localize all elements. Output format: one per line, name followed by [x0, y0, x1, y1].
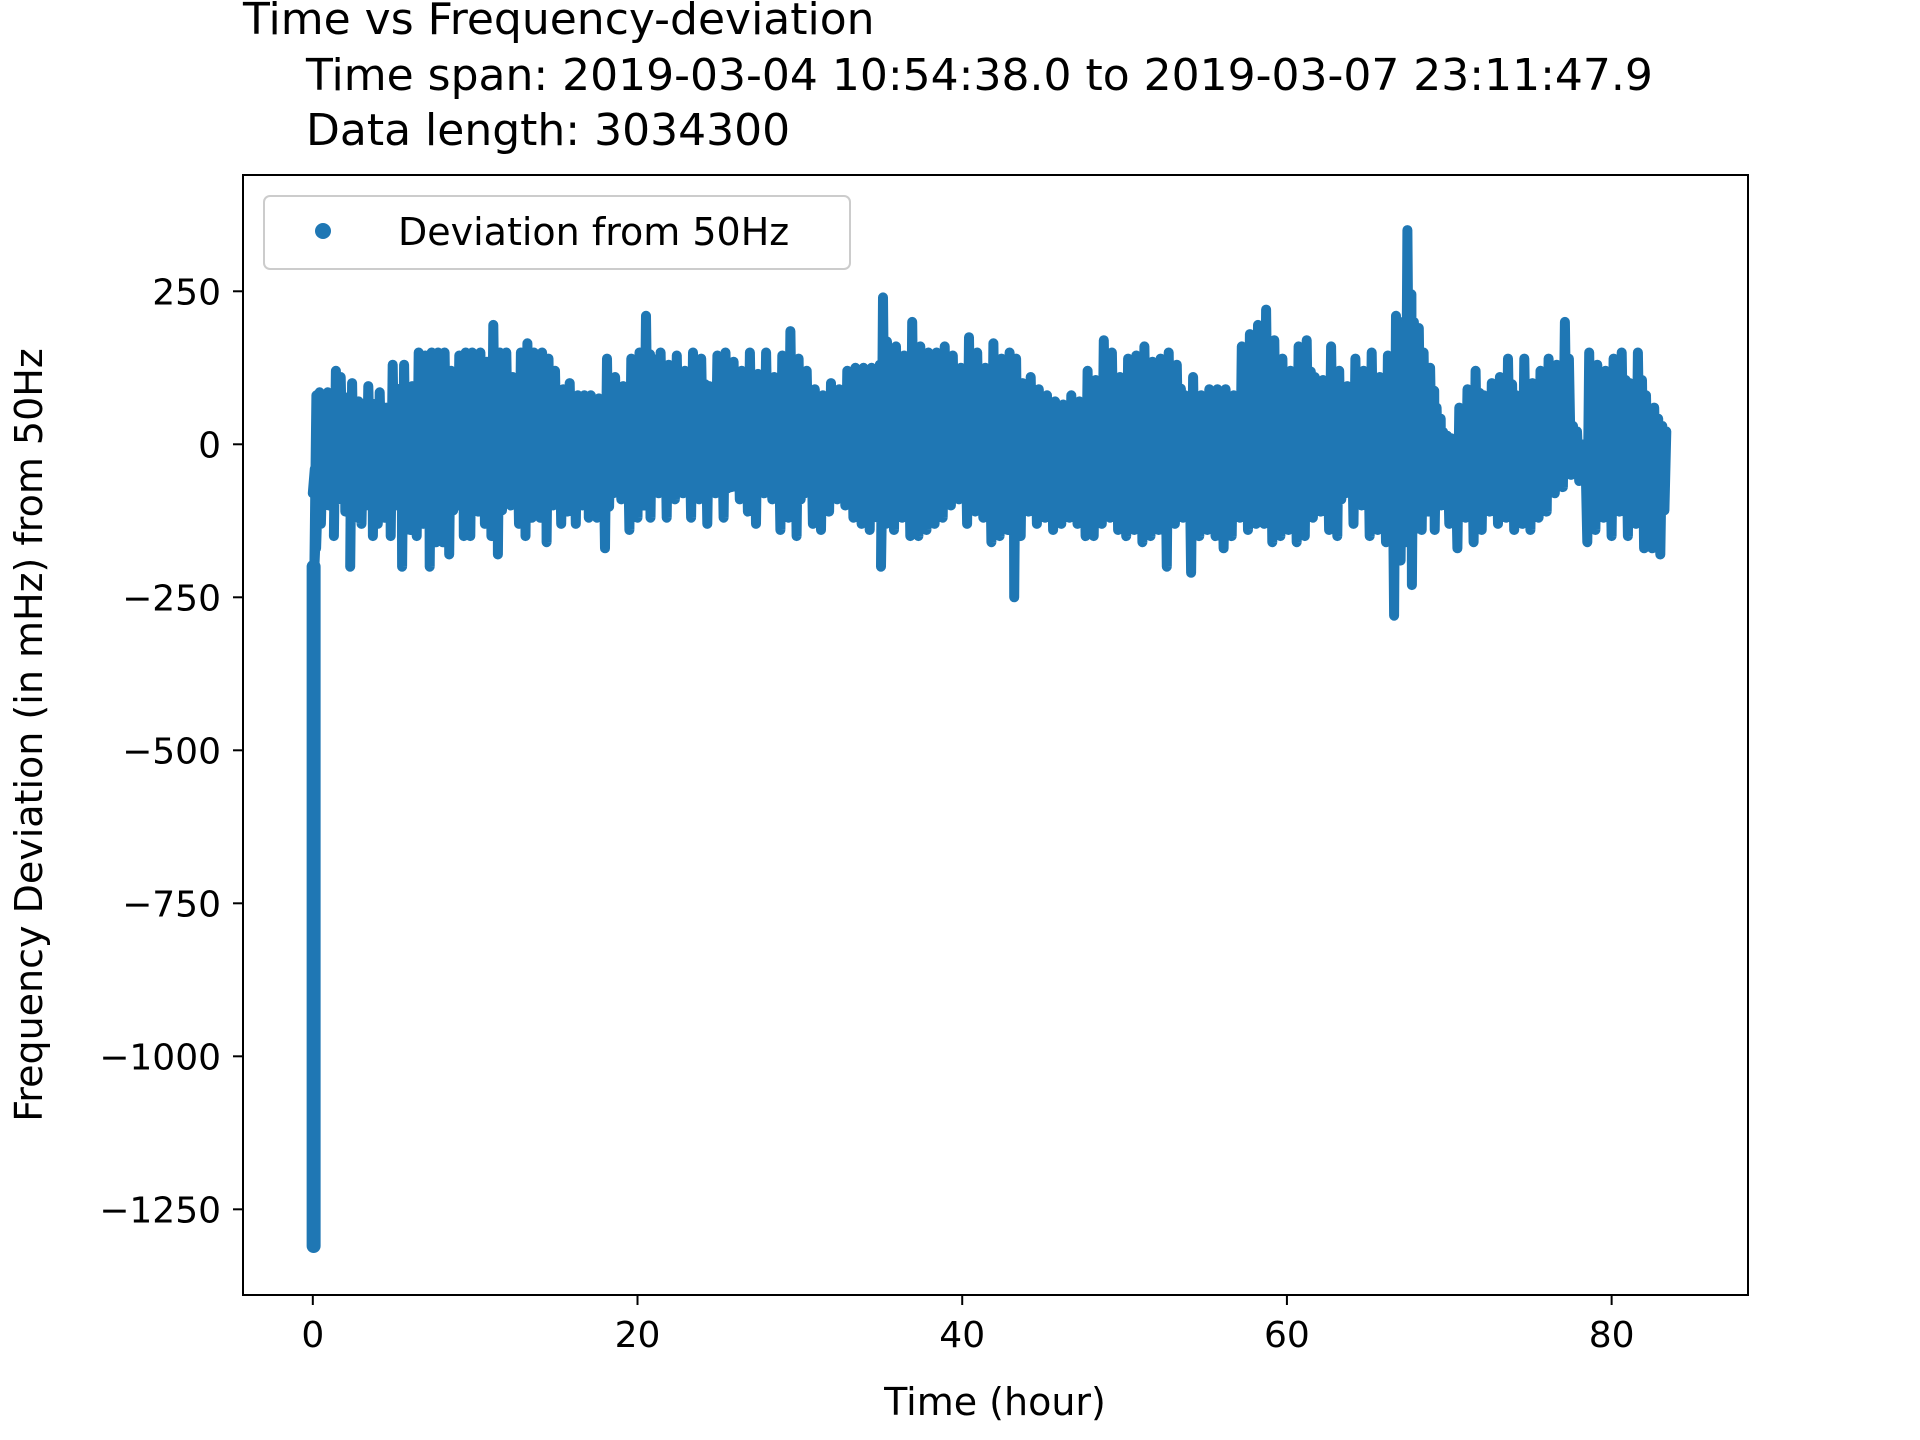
- y-tick-label: −500: [122, 731, 221, 772]
- plot-frame: [242, 174, 1749, 1296]
- legend-marker: [315, 223, 331, 239]
- y-tick-label: 0: [198, 425, 221, 466]
- legend: Deviation from 50Hz: [263, 195, 851, 270]
- x-axis-ticks: 0 20 40 60 80: [301, 1295, 1635, 1356]
- x-axis-label: Time (hour): [883, 1380, 1106, 1424]
- x-tick-label: 40: [939, 1315, 985, 1356]
- data-series-layer: [306, 225, 1672, 1254]
- chart-title-line-3: Data length: 3034300: [306, 105, 790, 156]
- y-tick-label: −1250: [99, 1190, 221, 1231]
- y-axis-ticks: 250 0 −250 −500 −750 −1000 −1250: [99, 272, 243, 1231]
- data-series-trace: [307, 225, 1672, 621]
- y-tick-label: −750: [122, 884, 221, 925]
- legend-label: Deviation from 50Hz: [398, 210, 789, 254]
- x-tick-label: 0: [301, 1315, 324, 1356]
- x-tick-label: 20: [615, 1315, 661, 1356]
- y-tick-label: 250: [152, 272, 221, 313]
- chart-title-line-1: Time vs Frequency-deviation: [242, 0, 875, 45]
- x-tick-label: 60: [1264, 1315, 1310, 1356]
- y-axis-label: Frequency Deviation (in mHz) from 50Hz: [7, 348, 51, 1122]
- y-tick-label: −250: [122, 578, 221, 619]
- legend-box: [263, 195, 851, 270]
- x-tick-label: 80: [1589, 1315, 1635, 1356]
- chart-title-line-2: Time span: 2019-03-04 10:54:38.0 to 2019…: [305, 50, 1653, 101]
- y-tick-label: −1000: [99, 1037, 221, 1078]
